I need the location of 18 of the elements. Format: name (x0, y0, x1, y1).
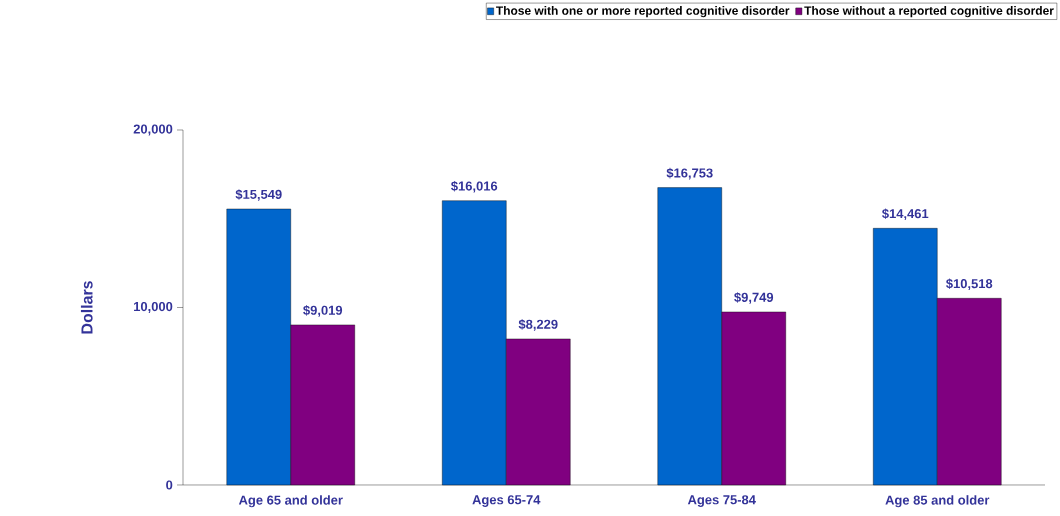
y-axis-title: Dollars (80, 281, 93, 334)
data-label: $16,016 (451, 180, 498, 193)
legend-label: Those with one or more reported cognitive disorder (496, 6, 790, 18)
data-label: $9,749 (734, 292, 774, 304)
x-tick-label: Ages 65-74 (472, 495, 541, 507)
data-label: $15,549 (235, 189, 282, 201)
data-label: $14,461 (882, 208, 929, 221)
x-tick-label: Age 65 and older (238, 495, 343, 508)
x-tick-label: Age 85 and older (885, 495, 990, 508)
x-tick-label: Ages 75-84 (687, 495, 756, 507)
y-tick-label: 0 (166, 480, 173, 490)
y-tick-label: 20,000 (133, 124, 173, 136)
y-tick-label: 10,000 (134, 301, 173, 313)
data-label: $8,229 (518, 319, 558, 331)
data-label: $16,753 (666, 167, 713, 180)
legend-label: Those without a reported cognitive disorder (804, 6, 1054, 18)
data-label: $10,518 (946, 278, 993, 291)
data-label: $9,019 (303, 305, 343, 317)
